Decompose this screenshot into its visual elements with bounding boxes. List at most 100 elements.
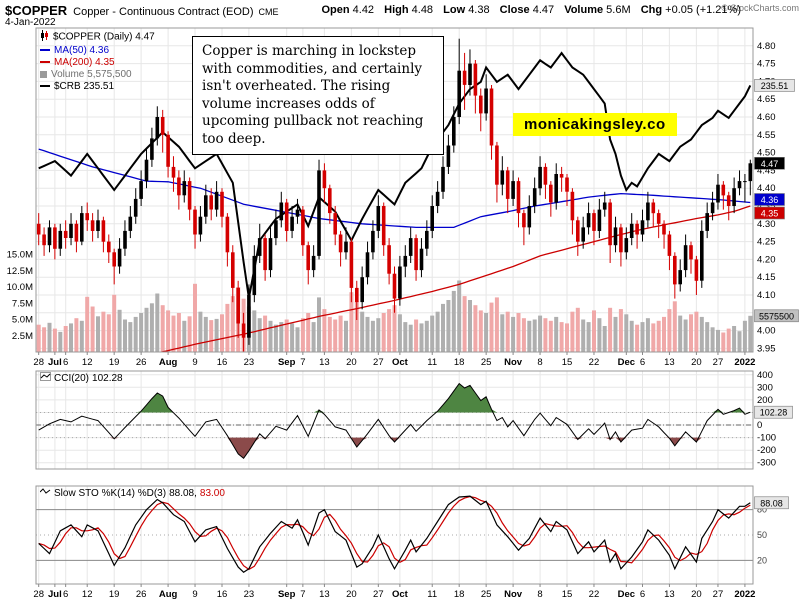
svg-text:4.65: 4.65 (757, 94, 776, 105)
svg-text:4.50: 4.50 (757, 148, 776, 159)
svg-text:23: 23 (244, 357, 255, 368)
legend-item-ma50: MA(50) 4.36 (40, 45, 155, 56)
svg-text:13: 13 (664, 357, 675, 368)
open-value: 4.42 (352, 4, 375, 16)
cci-value: 102.28 (92, 372, 123, 384)
svg-text:7: 7 (300, 357, 305, 368)
instrument-name: Copper - Continuous Contract (EOD) (73, 6, 254, 18)
svg-text:19: 19 (109, 357, 120, 368)
svg-text:4.15: 4.15 (757, 272, 776, 283)
svg-text:Nov: Nov (504, 357, 523, 368)
svg-text:20: 20 (691, 589, 702, 600)
svg-text:Dec: Dec (618, 357, 635, 368)
svg-text:20: 20 (346, 357, 357, 368)
svg-text:5.0M: 5.0M (12, 315, 33, 326)
svg-text:22: 22 (589, 357, 600, 368)
svg-text:27: 27 (373, 589, 384, 600)
svg-text:Aug: Aug (159, 357, 178, 368)
chart-header: $COPPER Copper - Continuous Contract (EOD… (5, 2, 279, 20)
svg-text:7: 7 (300, 589, 305, 600)
svg-text:26: 26 (136, 357, 147, 368)
legend-ma200-label: MA(200) 4.35 (54, 57, 115, 68)
svg-text:4.55: 4.55 (757, 130, 776, 141)
svg-text:6: 6 (63, 589, 68, 600)
svg-text:4.20: 4.20 (757, 254, 776, 265)
legend: $COPPER (Daily) 4.47 MA(50) 4.36 MA(200)… (40, 30, 155, 93)
svg-text:7.5M: 7.5M (12, 298, 33, 309)
svg-text:8: 8 (537, 357, 542, 368)
svg-text:11: 11 (427, 589, 437, 600)
svg-text:13: 13 (319, 589, 330, 600)
svg-text:10.0M: 10.0M (7, 282, 33, 293)
svg-text:23: 23 (244, 589, 255, 600)
svg-text:4.45: 4.45 (757, 165, 776, 176)
svg-text:Sep: Sep (278, 589, 296, 600)
svg-text:22: 22 (589, 589, 600, 600)
svg-text:25: 25 (481, 589, 492, 600)
legend-item-ma200: MA(200) 4.35 (40, 57, 155, 68)
svg-text:400: 400 (757, 370, 773, 381)
svg-text:3.95: 3.95 (757, 343, 776, 354)
chg-label: Chg (640, 4, 663, 16)
volume-value: 5.6M (606, 4, 631, 16)
svg-text:13: 13 (664, 589, 675, 600)
svg-text:15.0M: 15.0M (7, 250, 33, 261)
svg-text:4.36: 4.36 (761, 195, 779, 205)
svg-text:50: 50 (757, 530, 767, 540)
legend-volume-label: Volume 5,575,500 (51, 69, 132, 80)
svg-text:4.40: 4.40 (757, 183, 776, 194)
low-label: Low (443, 4, 466, 16)
svg-text:Sep: Sep (278, 357, 296, 368)
indicator-line-icon (39, 487, 51, 499)
svg-text:12.5M: 12.5M (7, 266, 33, 277)
svg-text:27: 27 (373, 357, 384, 368)
close-value: 4.47 (532, 4, 555, 16)
svg-text:16: 16 (217, 589, 228, 600)
svg-text:9: 9 (192, 589, 197, 600)
stockcharts-copyright: © StockCharts.com (721, 3, 799, 13)
svg-text:Oct: Oct (392, 589, 409, 600)
svg-text:18: 18 (454, 589, 465, 600)
legend-item-copper: $COPPER (Daily) 4.47 (40, 30, 155, 44)
candlestick-icon (40, 30, 49, 44)
svg-text:300: 300 (757, 382, 773, 393)
cci-title: CCI(20) (54, 372, 90, 384)
crb-line-icon (40, 85, 50, 88)
volume-label: Volume (564, 4, 604, 16)
analyst-annotation: Copper is marching in lockstep with comm… (192, 36, 444, 156)
sto-k-value: 88.08, (169, 487, 197, 499)
svg-text:27: 27 (713, 589, 724, 600)
svg-text:-300: -300 (757, 458, 776, 469)
svg-text:15: 15 (562, 589, 573, 600)
high-value: 4.48 (411, 4, 434, 16)
symbol-title: $COPPER (5, 3, 68, 18)
indicator-chart-icon (40, 372, 51, 384)
svg-text:20: 20 (691, 357, 702, 368)
svg-text:Jul: Jul (48, 357, 62, 368)
legend-item-crb: $CRB 235.51 (40, 81, 155, 92)
monicakingsley-watermark: monicakingsley.co (513, 113, 677, 136)
svg-text:235.51: 235.51 (761, 81, 789, 91)
svg-text:80: 80 (757, 505, 767, 515)
volume-bars-icon (40, 70, 47, 78)
svg-text:12: 12 (82, 589, 93, 600)
svg-text:18: 18 (454, 357, 465, 368)
svg-text:20: 20 (757, 555, 767, 565)
svg-text:28: 28 (33, 589, 44, 600)
quote-date: 4-Jan-2022 (5, 17, 56, 28)
svg-text:4.80: 4.80 (757, 41, 776, 52)
svg-text:11: 11 (427, 357, 437, 368)
svg-text:6: 6 (640, 589, 645, 600)
svg-text:4.30: 4.30 (757, 219, 776, 230)
svg-text:4.35: 4.35 (757, 201, 776, 212)
svg-text:28: 28 (33, 357, 44, 368)
svg-text:4.10: 4.10 (757, 290, 776, 301)
legend-item-volume: Volume 5,575,500 (40, 69, 155, 80)
svg-text:4.25: 4.25 (757, 237, 776, 248)
svg-text:6: 6 (63, 357, 68, 368)
svg-text:9: 9 (192, 357, 197, 368)
chg-value: +0.05 (+1.21%) (665, 4, 741, 16)
close-label: Close (499, 4, 530, 16)
sto-d-value: 83.00 (199, 487, 225, 499)
